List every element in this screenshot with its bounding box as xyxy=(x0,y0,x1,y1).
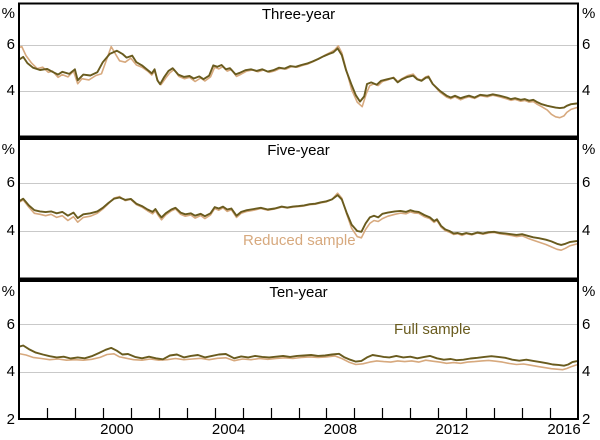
reduced-sample-series-label: Reduced sample xyxy=(243,232,356,249)
panel-title-three-year: Three-year xyxy=(261,6,336,23)
full-sample-line-panel-3 xyxy=(18,344,578,367)
y-unit-left-panel-1: % xyxy=(1,5,15,22)
panel-divider-2 xyxy=(18,277,579,282)
y-label-left-4-panel-1: 4 xyxy=(6,82,15,100)
y-unit-right-panel-2: % xyxy=(582,141,596,158)
reduced-sample-line-panel-3 xyxy=(18,352,578,371)
y-label-right-6-panel-1: 6 xyxy=(582,36,591,54)
y-unit-right-panel-3: % xyxy=(582,283,596,300)
y-label-right-6-panel-2: 6 xyxy=(582,174,591,192)
y-unit-left-panel-2: % xyxy=(1,141,15,158)
x-label-2012: 2012 xyxy=(435,421,469,438)
y-label-left-6-panel-3: 6 xyxy=(6,315,15,333)
y-label-right-2-bottom: 2 xyxy=(582,410,591,428)
panel-divider-1 xyxy=(18,135,579,140)
full-sample-line-panel-1 xyxy=(18,47,578,110)
y-label-left-4-panel-3: 4 xyxy=(6,363,15,381)
panel-title-ten-year: Ten-year xyxy=(269,284,328,301)
y-label-right-4-panel-3: 4 xyxy=(582,363,591,381)
y-unit-left-panel-3: % xyxy=(1,283,15,300)
y-unit-right-panel-1: % xyxy=(582,5,596,22)
y-label-left-2-bottom: 2 xyxy=(6,410,15,428)
y-label-left-6-panel-2: 6 xyxy=(6,174,15,192)
y-label-left-4-panel-2: 4 xyxy=(6,222,15,240)
x-label-2016: 2016 xyxy=(547,421,581,438)
x-label-2008: 2008 xyxy=(323,421,358,438)
y-label-left-6-panel-1: 6 xyxy=(6,36,15,54)
y-label-right-4-panel-2: 4 xyxy=(582,222,591,240)
panel-title-five-year: Five-year xyxy=(267,142,330,159)
chart-frame xyxy=(18,2,579,420)
y-label-right-6-panel-3: 6 xyxy=(582,315,591,333)
x-label-2000: 2000 xyxy=(100,421,134,438)
reduced-sample-line-panel-1 xyxy=(18,45,578,119)
full-sample-series-label: Full sample xyxy=(394,321,471,338)
full-sample-line-panel-2 xyxy=(18,194,578,246)
y-label-right-4-panel-1: 4 xyxy=(582,82,591,100)
x-label-2004: 2004 xyxy=(211,421,246,438)
